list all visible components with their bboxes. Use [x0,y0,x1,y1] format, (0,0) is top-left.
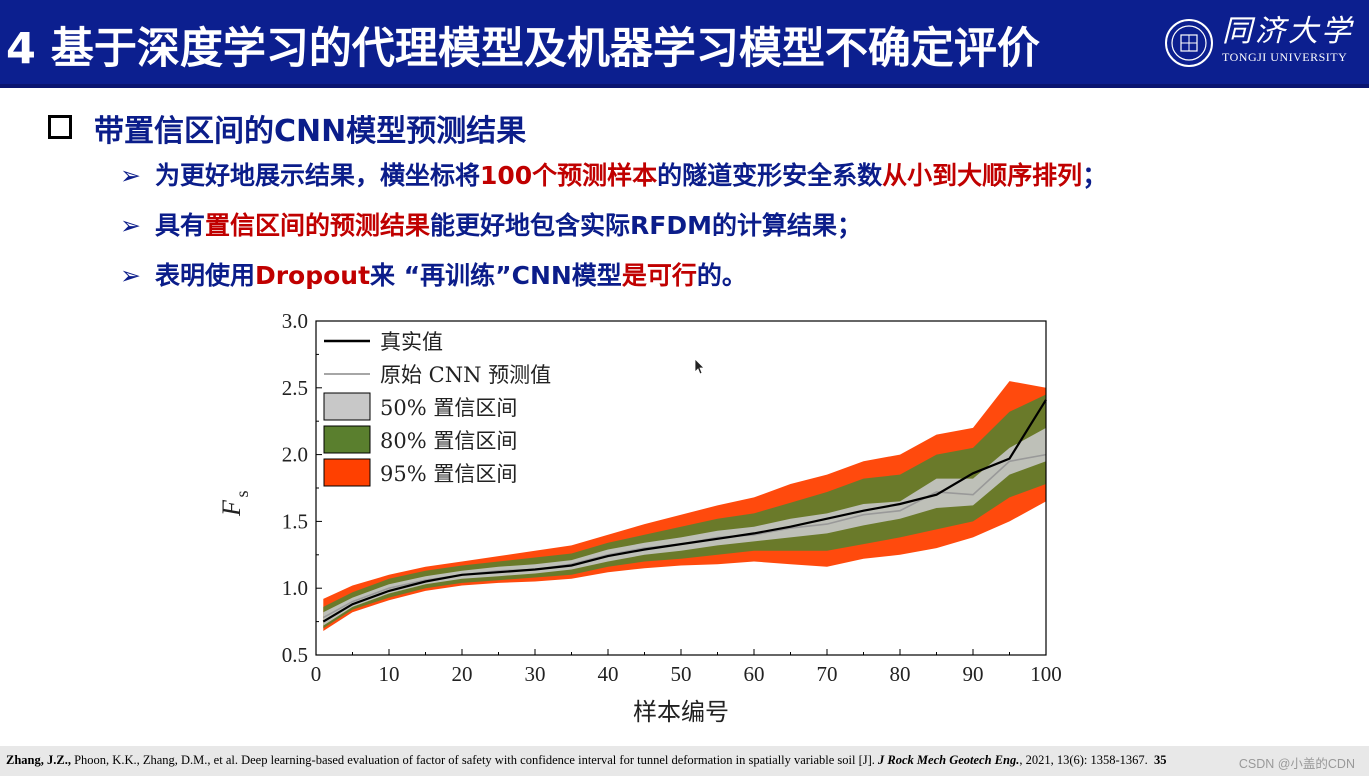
citation-body: Phoon, K.K., Zhang, D.M., et al. Deep le… [70,753,879,767]
x-tick-label: 80 [890,662,911,686]
y-tick-label: 3.0 [282,309,308,333]
slide-title: 4 基于深度学习的代理模型及机器学习模型不确定评价 [6,24,1040,74]
page-number: 35 [1154,753,1167,767]
legend-label: 95% 置信区间 [380,462,517,486]
x-tick-label: 0 [311,662,322,686]
y-axis-label-subscript: s [232,490,252,497]
arrow-bullet-icon: ➢ [120,261,141,290]
x-tick-label: 30 [525,662,546,686]
bullet-highlight: 置信区间的预测结果 [204,211,430,240]
x-tick-label: 100 [1030,662,1062,686]
y-axis-label: F [220,499,246,517]
sub-bullet-2: ➢ 具有置信区间的预测结果能更好地包含实际RFDM的计算结果； [120,206,862,242]
bullet-highlight: 从小到大顺序排列 [882,161,1083,190]
arrow-bullet-icon: ➢ [120,161,141,190]
main-bullet: 带置信区间的CNN模型预测结果 [48,106,526,150]
legend-label: 80% 置信区间 [380,429,517,453]
x-tick-label: 20 [452,662,473,686]
legend-swatch-patch [323,425,371,454]
bullet-text: ； [1082,161,1108,190]
true-value-line [322,399,1047,623]
citation-journal: J Rock Mech Geotech Eng. [878,753,1020,767]
bullet-text: 的。 [696,261,747,290]
bullet-highlight: 是可行 [621,261,697,290]
mouse-cursor-icon [694,358,705,375]
citation-tail: , 2021, 13(6): 1358-1367. [1019,753,1148,767]
bullet-highlight: Dropout [254,261,371,290]
sub-bullet-1: ➢ 为更好地展示结果，横坐标将100个预测样本的隧道变形安全系数从小到大顺序排列； [120,156,1107,192]
x-axis-label: 样本编号 [633,698,729,726]
watermark: CSDN @小盖的CDN [1238,757,1355,771]
y-tick-label: 2.5 [282,376,308,400]
x-tick-label: 10 [379,662,400,686]
legend-swatch-patch [323,458,371,487]
sub-bullet-3: ➢ 表明使用Dropout来 “再训练”CNN模型是可行的。 [120,256,747,292]
legend-swatch-patch [323,392,371,421]
legend-label: 原始 CNN 预测值 [380,363,551,387]
y-tick-label: 0.5 [282,643,308,667]
bullet-text: 的隧道变形安全系数 [657,161,883,190]
logo-english-name: TONGJI UNIVERSITY [1222,50,1348,64]
y-tick-label: 1.5 [282,509,308,533]
x-tick-label: 60 [744,662,765,686]
legend-label: 真实值 [380,330,443,354]
confidence-interval-chart: 0 10 20 30 40 50 60 70 80 90 100 0.5 1.0 1.5 2.0 2.5 3.0… [220,309,1062,726]
x-tick-label: 70 [817,662,838,686]
slide-header: 4 基于深度学习的代理模型及机器学习模型不确定评价 同济大学 TONGJI UN… [0,0,1369,88]
legend-label: 50% 置信区间 [380,396,517,420]
main-bullet-text: 带置信区间的CNN模型预测结果 [94,114,527,149]
x-tick-label: 90 [963,662,984,686]
citation-text: Zhang, J.Z., Phoon, K.K., Zhang, D.M., e… [6,753,1167,768]
bullet-text: 来 “再训练”CNN模型 [370,261,622,290]
bullet-text: 为更好地展示结果，横坐标将 [154,161,480,190]
university-logo: 同济大学 TONGJI UNIVERSITY [1222,14,1362,64]
arrow-bullet-icon: ➢ [120,211,141,240]
x-tick-label: 40 [598,662,619,686]
bullet-highlight: 100个预测样本 [479,161,658,190]
square-bullet-icon [48,115,72,139]
bullet-text: 能更好地包含实际RFDM的计算结果； [429,211,862,240]
y-tick-label: 2.0 [282,443,308,467]
bullet-text: 表明使用 [154,261,255,290]
bullet-text: 具有 [154,211,205,240]
citation-authors: Zhang, J.Z., [6,753,71,767]
y-tick-label: 1.0 [282,576,308,600]
university-seal-icon [1165,19,1213,67]
logo-chinese-name: 同济大学 [1222,14,1354,49]
citation-footer: Zhang, J.Z., Phoon, K.K., Zhang, D.M., e… [0,746,1369,776]
x-tick-label: 50 [671,662,692,686]
